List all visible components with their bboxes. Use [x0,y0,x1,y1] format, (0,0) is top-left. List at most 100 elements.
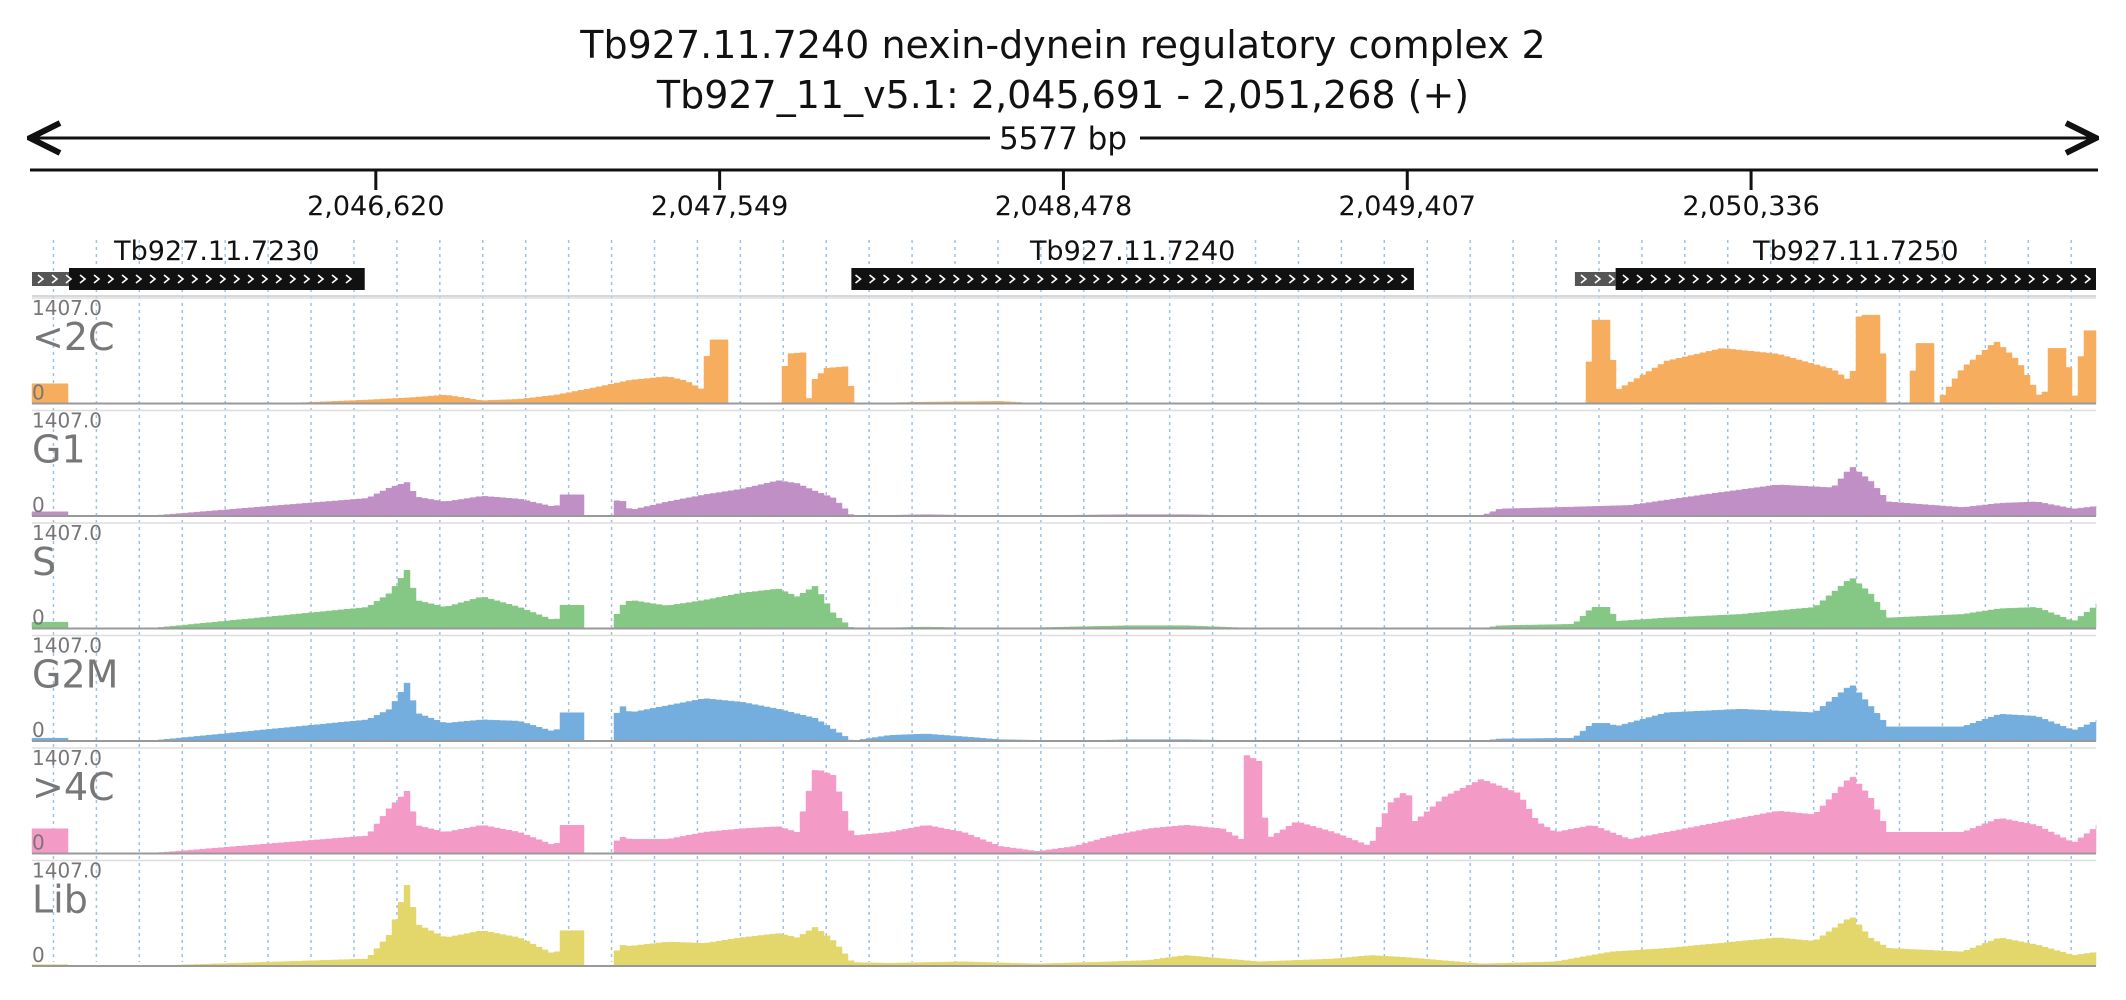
strand-chevron-icon [1387,274,1394,284]
coverage-track: 1407.0 0 G1 [31,409,2097,517]
strand-chevron-icon [1093,274,1100,284]
strand-chevron-icon [1594,274,1602,284]
strand-chevron-icon [1275,274,1282,284]
strand-chevron-icon [121,274,129,284]
strand-chevron-icon [897,274,904,284]
coverage-area [31,314,2097,404]
strand-chevron-icon [1692,274,1700,284]
ruler-tick-label: 2,047,549 [651,191,788,222]
track-y-max-label: 1407.0 [32,746,102,770]
chart-subtitle: Tb927_11_v5.1: 2,045,691 - 2,051,268 (+) [656,73,1469,117]
strand-chevron-icon [1023,274,1030,284]
strand-chevron-icon [1930,274,1938,284]
strand-chevron-icon [1636,274,1644,284]
coverage-track: 1407.0 0 S [31,521,2097,630]
strand-chevron-icon [1219,274,1226,284]
strand-chevron-icon [1986,274,1994,284]
gridlines [52,240,2072,962]
strand-chevron-icon [1163,274,1170,284]
strand-chevron-icon [1678,274,1686,284]
strand-chevron-icon [911,274,918,284]
strand-chevron-icon [1051,274,1058,284]
strand-chevron-icon [1776,274,1784,284]
ruler-ticks: 2,046,620 2,047,549 2,048,478 2,049,407 2,05… [307,170,1820,222]
strand-chevron-icon [995,274,1002,284]
strand-chevron-icon [1345,274,1352,284]
strand-chevron-icon [65,274,73,284]
strand-chevron-icon [1191,274,1198,284]
strand-chevron-icon [953,274,960,284]
span-indicator: 5577 bp [30,121,2096,157]
strand-chevron-icon [1804,274,1812,284]
strand-chevron-icon [261,274,269,284]
strand-chevron-icon [1608,274,1616,284]
strand-chevron-icon [1289,274,1296,284]
strand-chevron-icon [2056,274,2064,284]
strand-chevron-icon [869,274,876,284]
ruler-tick-label: 2,050,336 [1682,191,1819,222]
track-label: S [32,540,56,584]
track-y-min-label: 0 [32,831,45,855]
strand-chevron-icon [1720,274,1728,284]
ruler-tick-label: 2,046,620 [307,191,444,222]
track-label: G1 [32,428,86,472]
strand-chevron-icon [1972,274,1980,284]
strand-chevron-icon [1205,274,1212,284]
ruler-tick-label: 2,049,407 [1339,191,1476,222]
strand-chevron-icon [289,274,297,284]
strand-chevron-icon [1916,274,1924,284]
ruler-tick-label: 2,048,478 [995,191,1132,222]
strand-chevron-icon [939,274,946,284]
track-label: G2M [32,653,118,697]
track-y-max-label: 1407.0 [32,634,102,658]
track-y-max-label: 1407.0 [32,409,102,433]
strand-chevron-icon [2028,274,2036,284]
gene-cds [851,268,1414,290]
gene-cds [69,268,365,290]
strand-chevron-icon [1664,274,1672,284]
strand-chevron-icon [1107,274,1114,284]
strand-chevron-icon [303,274,311,284]
strand-chevron-icon [1874,274,1882,284]
strand-chevron-icon [1331,274,1338,284]
strand-chevron-icon [2000,274,2008,284]
gene-label: Tb927.11.7240 [1029,236,1235,267]
strand-chevron-icon [1818,274,1826,284]
gene-track: Tb927.11.7230 Tb927.11.7240 Tb927.11.7250 [32,236,2096,297]
strand-chevron-icon [1944,274,1952,284]
track-label: <2C [32,315,115,359]
track-y-min-label: 0 [32,493,45,517]
strand-chevron-icon [1247,274,1254,284]
track-label: Lib [32,878,88,922]
strand-chevron-icon [1373,274,1380,284]
track-y-max-label: 1407.0 [32,859,102,883]
strand-chevron-icon [1359,274,1366,284]
strand-chevron-icon [1706,274,1714,284]
strand-chevron-icon [1233,274,1240,284]
track-label: >4C [32,765,115,809]
gene-utr [32,272,70,286]
strand-chevron-icon [1261,274,1268,284]
strand-chevron-icon [79,274,87,284]
strand-chevron-icon [191,274,199,284]
strand-chevron-icon [163,274,171,284]
strand-chevron-icon [1149,274,1156,284]
gene-cds [1615,268,2096,290]
strand-chevron-icon [855,274,862,284]
gene-label: Tb927.11.7250 [1752,236,1958,267]
coverage-area [31,682,2097,742]
strand-chevron-icon [177,274,185,284]
coverage-track: 1407.0 0 Lib [31,859,2097,967]
track-y-min-label: 0 [32,943,45,967]
coverage-area [31,755,2097,854]
strand-chevron-icon [331,274,339,284]
strand-chevron-icon [275,274,283,284]
strand-chevron-icon [1888,274,1896,284]
strand-chevron-icon [883,274,890,284]
coverage-area [31,570,2097,629]
strand-chevron-icon [1177,274,1184,284]
gene-utr [1574,272,1616,286]
track-y-max-label: 1407.0 [32,296,102,320]
strand-chevron-icon [1009,274,1016,284]
strand-chevron-icon [967,274,974,284]
